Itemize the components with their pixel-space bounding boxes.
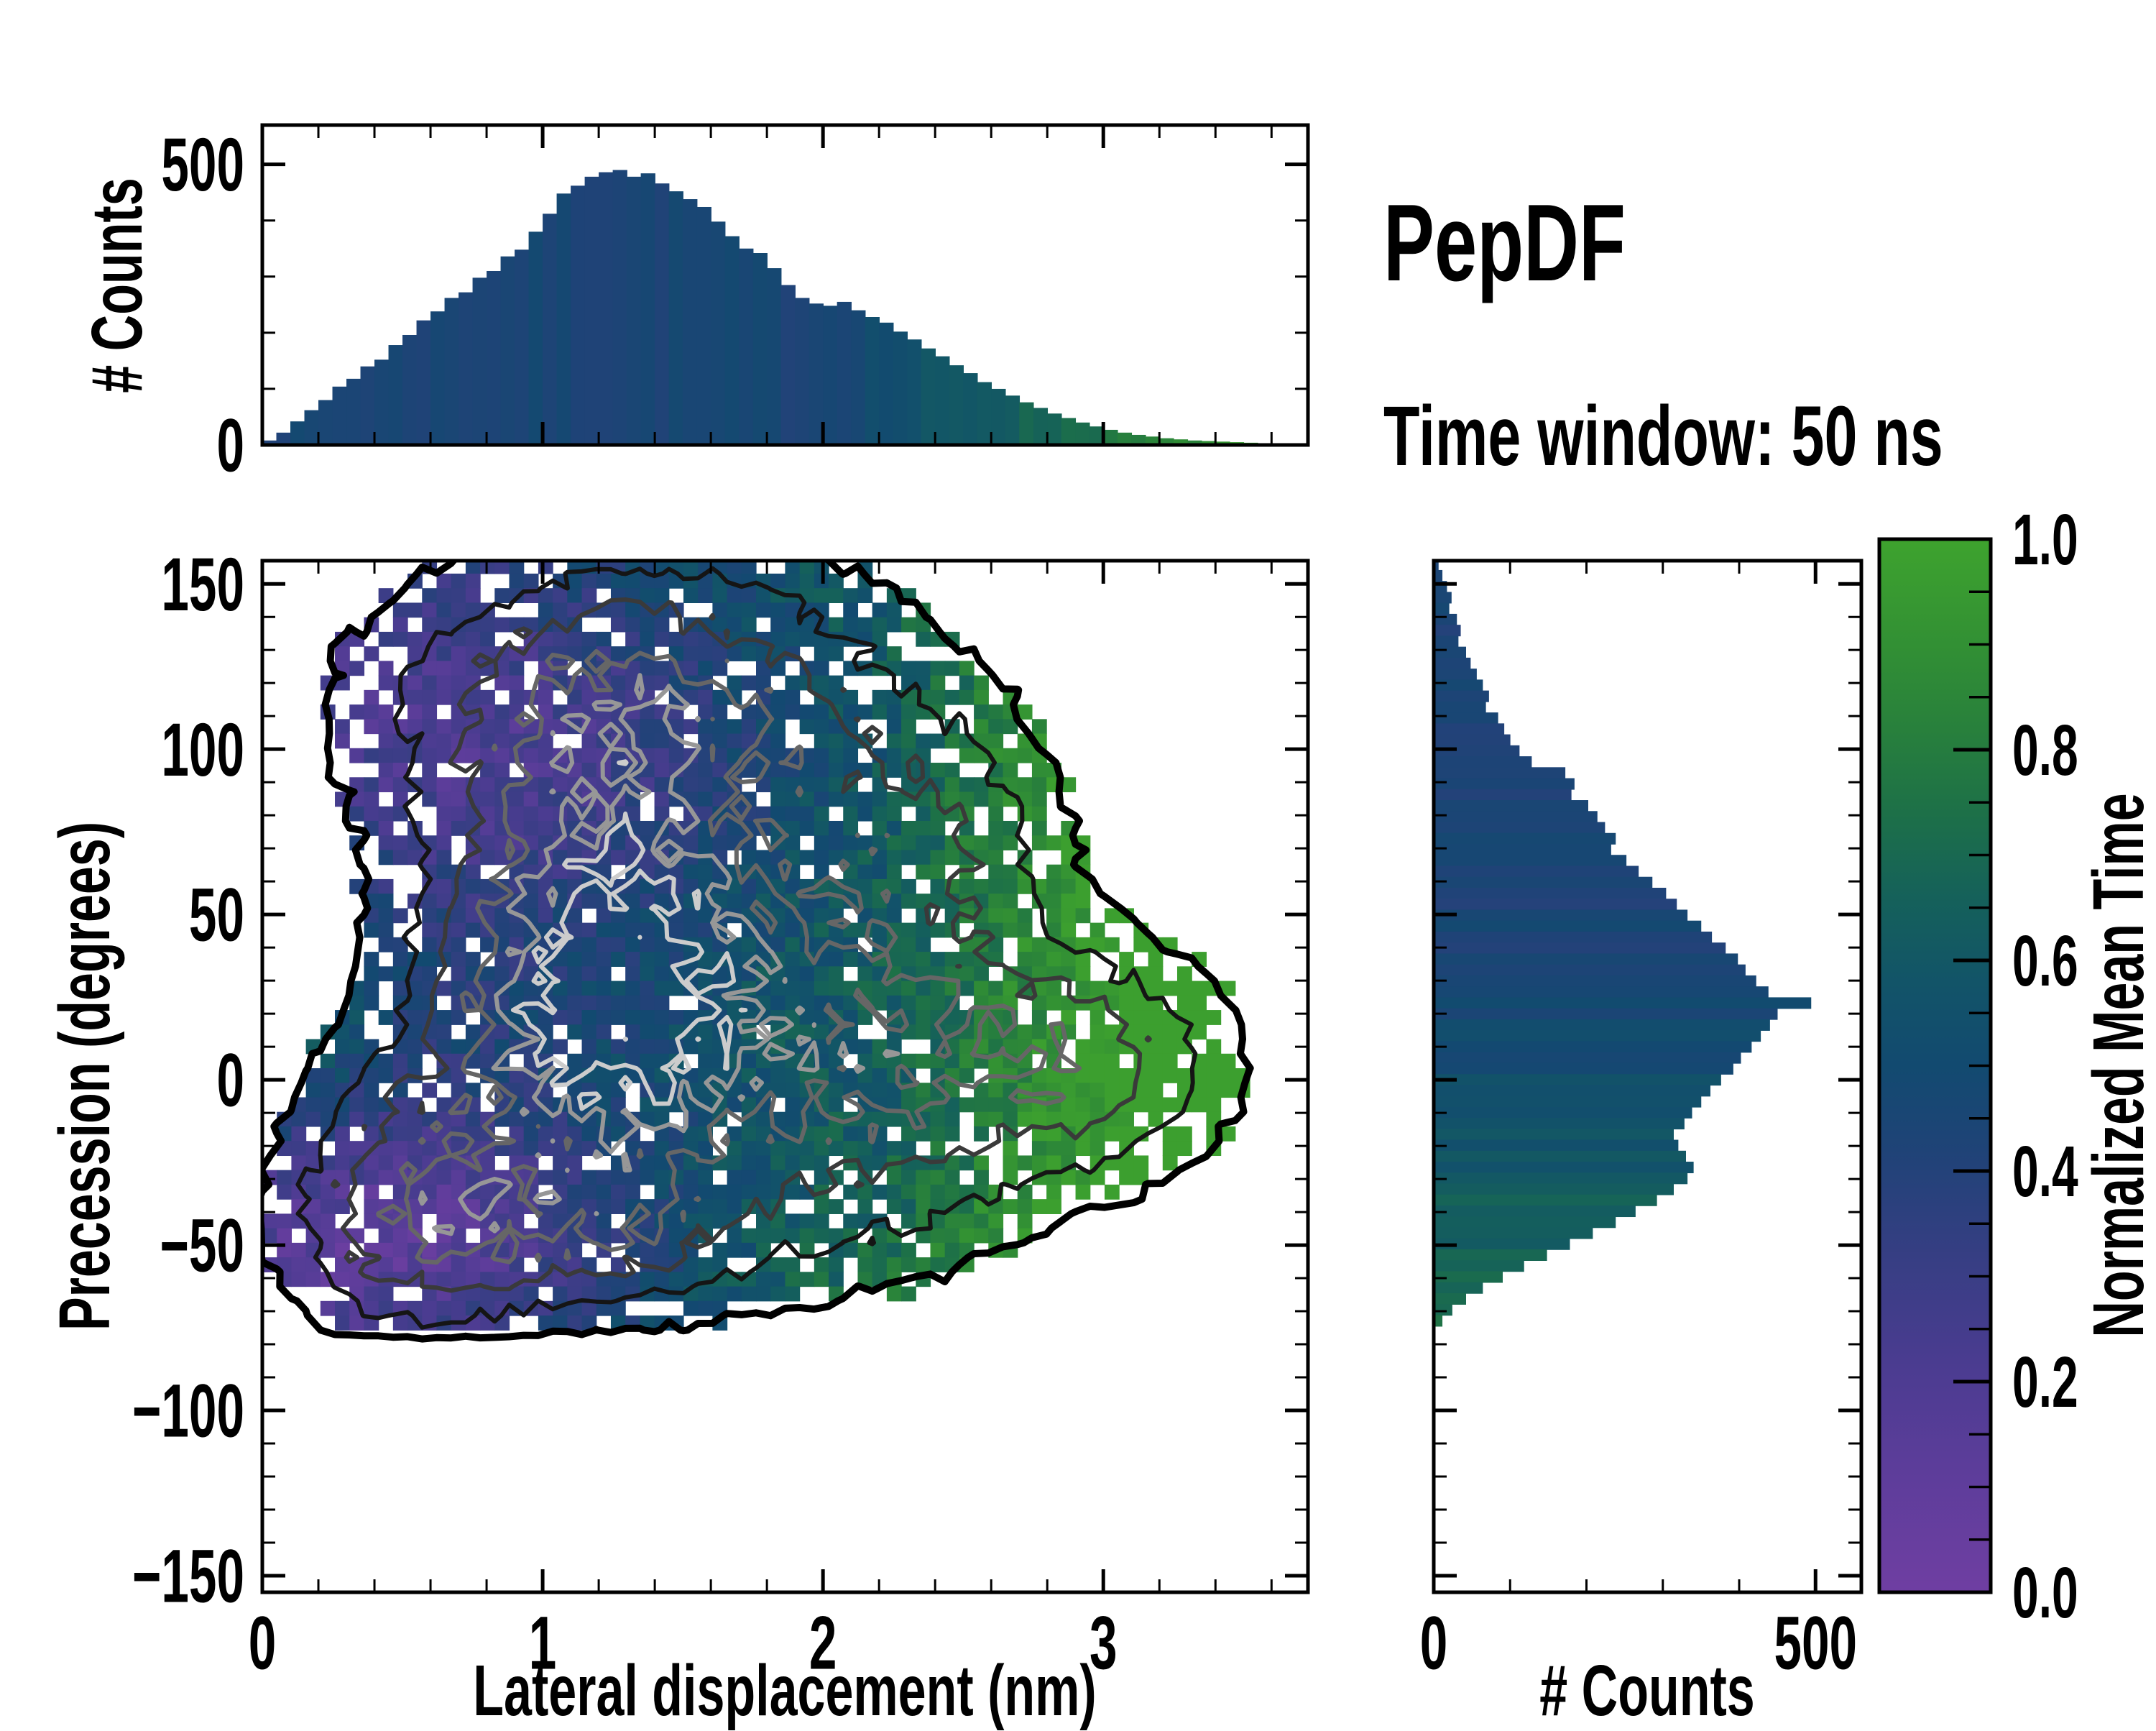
svg-text:500: 500 (1774, 1600, 1857, 1685)
svg-text:50: 50 (189, 872, 244, 957)
svg-text:1.0: 1.0 (2012, 499, 2078, 579)
top-hist-ylabel: # Counts (77, 178, 157, 393)
svg-text:0.6: 0.6 (2012, 920, 2078, 1001)
joint-ylabel: Precession (degrees) (45, 821, 125, 1331)
joint-contours (264, 562, 1254, 1343)
svg-text:0.4: 0.4 (2012, 1131, 2078, 1211)
svg-text:0: 0 (1420, 1600, 1448, 1685)
svg-text:−100: −100 (132, 1368, 244, 1453)
right-hist-xlabel: # Counts (1539, 1650, 1755, 1731)
axes (260, 123, 1864, 1594)
svg-text:0.2: 0.2 (2012, 1341, 2078, 1422)
svg-text:−150: −150 (132, 1533, 244, 1618)
svg-text:0: 0 (216, 1037, 244, 1122)
svg-text:150: 150 (161, 541, 244, 626)
svg-text:100: 100 (161, 707, 244, 791)
colorbar: 0.0 0.2 0.4 0.6 0.8 1.0 (1877, 499, 2078, 1633)
joint-xlabel: Lateral displacement (nm) (473, 1650, 1097, 1731)
top-histogram-bars (262, 170, 1301, 445)
svg-text:0: 0 (216, 403, 244, 487)
svg-text:−50: −50 (160, 1203, 244, 1287)
colorbar-label: Normalized Mean Time (2078, 793, 2156, 1338)
svg-text:0: 0 (249, 1600, 277, 1685)
figure-subtitle: Time window: 50 ns (1383, 389, 1943, 484)
svg-text:0.8: 0.8 (2012, 710, 2078, 790)
svg-text:500: 500 (161, 122, 244, 207)
svg-text:0.0: 0.0 (2012, 1552, 2078, 1633)
right-histogram-bars (1435, 559, 1812, 1327)
figure-title: PepDF (1383, 182, 1626, 304)
